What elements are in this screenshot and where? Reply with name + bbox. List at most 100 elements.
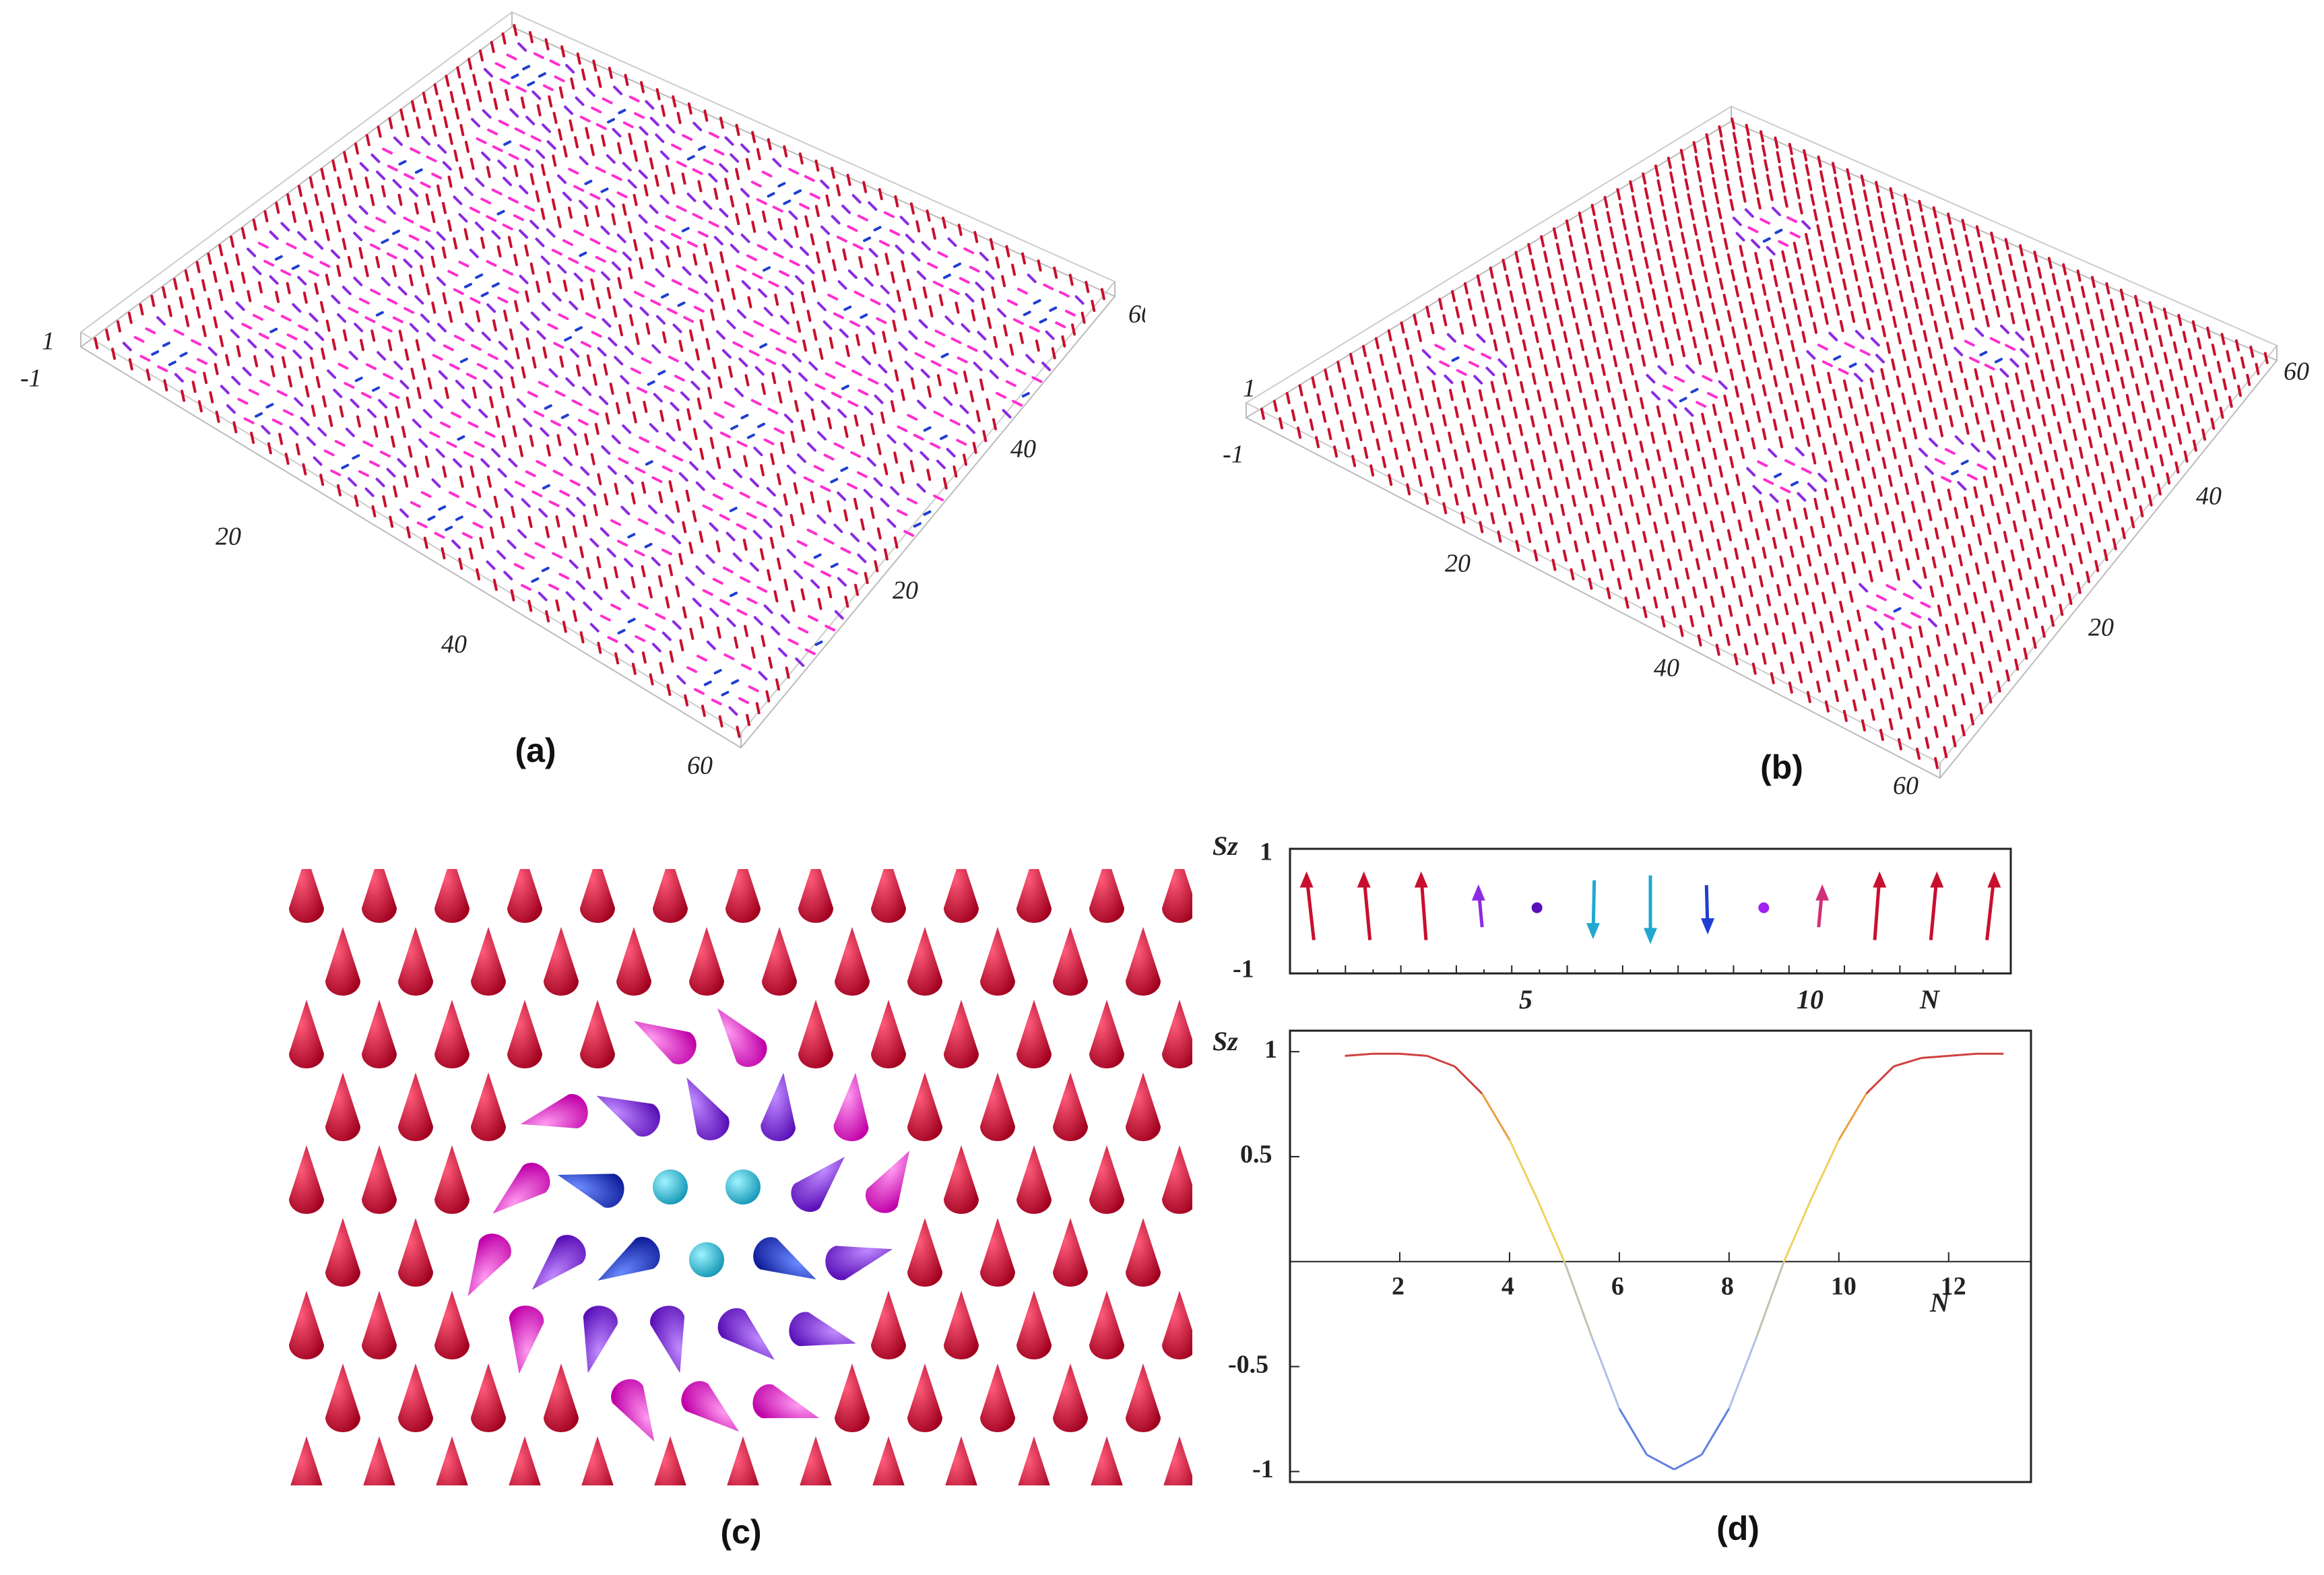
spin-arrow bbox=[1599, 568, 1604, 581]
spin-arrow bbox=[506, 406, 511, 418]
spin-arrow bbox=[668, 355, 679, 362]
spin-arrow bbox=[1954, 435, 1964, 445]
spin-arrow bbox=[1606, 587, 1611, 600]
right-axis-tick: 20 bbox=[893, 577, 918, 605]
spin-arrow bbox=[2050, 614, 2055, 627]
spin-arrow bbox=[389, 392, 400, 399]
spin-arrow bbox=[639, 436, 650, 443]
spin-arrow bbox=[773, 427, 785, 435]
spin-arrow bbox=[476, 362, 488, 370]
spin-arrow bbox=[847, 225, 858, 232]
spin-arrow bbox=[358, 247, 364, 259]
spin-arrow bbox=[1429, 322, 1435, 335]
spin-arrow bbox=[1762, 428, 1767, 441]
spin-arrow bbox=[247, 339, 257, 349]
spin-arrow bbox=[291, 264, 300, 270]
spin-arrow bbox=[1776, 584, 1782, 597]
spin-arrow bbox=[364, 265, 369, 278]
spin-arrow bbox=[1562, 549, 1568, 562]
spin-arrow bbox=[2105, 282, 2110, 295]
spin-arrow bbox=[614, 652, 620, 665]
spin-arrow bbox=[1624, 521, 1629, 534]
spin-arrow bbox=[1778, 166, 1783, 179]
spin-arrow bbox=[549, 59, 560, 67]
spin-arrow bbox=[1871, 678, 1876, 690]
spin-arrow bbox=[1823, 313, 1829, 325]
spin-arrow bbox=[545, 525, 550, 538]
spin-arrow bbox=[1751, 167, 1757, 180]
spin-arrow bbox=[513, 562, 525, 570]
spin-arrow bbox=[1632, 321, 1637, 334]
spin-arrow bbox=[2130, 516, 2135, 529]
y-tick-bottom: -1 bbox=[1252, 1455, 1274, 1483]
spin-arrow bbox=[311, 404, 316, 417]
spin-arrow bbox=[785, 336, 797, 344]
spin-arrow bbox=[767, 138, 772, 151]
spin-arrow bbox=[601, 134, 606, 147]
spin-arrow bbox=[1605, 468, 1611, 480]
spin-arrow bbox=[146, 368, 151, 381]
spin-arrow bbox=[1994, 358, 2003, 364]
spin-arrow bbox=[258, 332, 269, 340]
spin-arrow bbox=[375, 478, 385, 488]
spin-arrow bbox=[397, 286, 408, 296]
spin-arrow bbox=[116, 320, 121, 333]
spin-arrow bbox=[515, 347, 520, 360]
spin-arrow bbox=[783, 238, 794, 249]
spin-arrow bbox=[1359, 386, 1364, 399]
spin-arrow bbox=[1477, 432, 1483, 445]
spin-arrow bbox=[655, 445, 667, 453]
spin-arrow bbox=[248, 389, 259, 396]
spin-arrow bbox=[1774, 472, 1782, 478]
spin-arrow bbox=[240, 227, 246, 240]
spin-arrow bbox=[1708, 344, 1714, 356]
spin-arrow bbox=[1962, 632, 1968, 645]
spin-arrow bbox=[1869, 377, 1875, 390]
spin-arrow bbox=[1815, 280, 1821, 293]
spin-arrow bbox=[779, 525, 785, 538]
spin-arrow bbox=[1553, 441, 1558, 454]
spin-arrow bbox=[546, 228, 556, 238]
spin-arrow bbox=[670, 401, 680, 412]
spin-arrow bbox=[2081, 418, 2087, 431]
spin-arrow bbox=[697, 145, 706, 151]
spin-arrow bbox=[1745, 420, 1750, 432]
spin-arrow bbox=[768, 656, 773, 669]
spin-arrow bbox=[618, 108, 626, 115]
spin-arrow bbox=[1844, 542, 1849, 555]
spin-arrow bbox=[756, 244, 768, 251]
spin-arrow bbox=[853, 414, 859, 427]
spin-arrow bbox=[2022, 260, 2028, 273]
spin-arrow bbox=[723, 653, 735, 660]
spin-arrow bbox=[448, 311, 453, 323]
spin-cone bbox=[544, 1363, 579, 1432]
spin-arrow bbox=[873, 477, 883, 487]
panel-c-zoom bbox=[289, 869, 1192, 1485]
spin-arrow bbox=[841, 385, 849, 391]
spin-arrow bbox=[1820, 516, 1826, 529]
spin-arrow bbox=[2043, 565, 2048, 578]
curve-segment bbox=[1755, 1261, 1785, 1338]
spin-arrow bbox=[437, 323, 447, 333]
spin-arrow bbox=[1984, 315, 1990, 327]
spin-arrow bbox=[750, 181, 762, 188]
spin-arrow bbox=[448, 133, 453, 146]
spin-arrow bbox=[1400, 321, 1405, 334]
spin-arrow bbox=[752, 272, 763, 280]
spin-arrow bbox=[676, 205, 687, 212]
spin-arrow bbox=[341, 463, 350, 470]
spin-arrow bbox=[270, 365, 276, 378]
spin-arrow bbox=[463, 187, 474, 197]
spin-arrow bbox=[2015, 491, 2020, 504]
spin-arrow bbox=[899, 216, 909, 226]
spin-arrow bbox=[969, 265, 980, 273]
spin-arrow bbox=[1707, 624, 1712, 637]
spin-arrow bbox=[1958, 554, 1963, 567]
spin-arrow bbox=[1888, 550, 1894, 562]
spin-arrow bbox=[1339, 420, 1345, 432]
spin-cone bbox=[507, 869, 542, 923]
spin-arrow bbox=[263, 304, 275, 312]
spin-arrow bbox=[1582, 441, 1587, 454]
spin-arrow bbox=[1594, 389, 1599, 401]
spin-arrow bbox=[730, 591, 738, 598]
